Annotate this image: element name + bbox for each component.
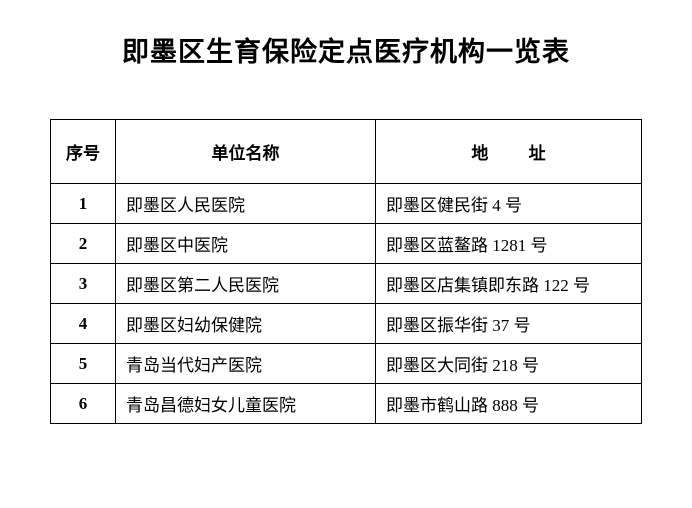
cell-name: 即墨区中医院 — [116, 224, 376, 264]
table-row: 4 即墨区妇幼保健院 即墨区振华街 37 号 — [51, 304, 642, 344]
col-header-addr: 地 址 — [376, 120, 642, 184]
table-row: 5 青岛当代妇产医院 即墨区大同街 218 号 — [51, 344, 642, 384]
cell-name: 即墨区人民医院 — [116, 184, 376, 224]
cell-addr: 即墨区大同街 218 号 — [376, 344, 642, 384]
table-header-row: 序号 单位名称 地 址 — [51, 120, 642, 184]
page-title: 即墨区生育保险定点医疗机构一览表 — [50, 30, 642, 69]
cell-seq: 4 — [51, 304, 116, 344]
cell-addr: 即墨区店集镇即东路 122 号 — [376, 264, 642, 304]
table-row: 2 即墨区中医院 即墨区蓝鳌路 1281 号 — [51, 224, 642, 264]
cell-addr: 即墨市鹤山路 888 号 — [376, 384, 642, 424]
col-header-name: 单位名称 — [116, 120, 376, 184]
table-row: 3 即墨区第二人民医院 即墨区店集镇即东路 122 号 — [51, 264, 642, 304]
table-row: 6 青岛昌德妇女儿童医院 即墨市鹤山路 888 号 — [51, 384, 642, 424]
cell-addr: 即墨区健民街 4 号 — [376, 184, 642, 224]
document-page: 即墨区生育保险定点医疗机构一览表 序号 单位名称 地 址 1 即墨区人民医院 即… — [0, 0, 692, 508]
cell-seq: 1 — [51, 184, 116, 224]
col-header-seq: 序号 — [51, 120, 116, 184]
institution-table: 序号 单位名称 地 址 1 即墨区人民医院 即墨区健民街 4 号 2 即墨区中医… — [50, 119, 642, 424]
cell-addr: 即墨区振华街 37 号 — [376, 304, 642, 344]
cell-name: 青岛当代妇产医院 — [116, 344, 376, 384]
cell-seq: 2 — [51, 224, 116, 264]
cell-name: 即墨区第二人民医院 — [116, 264, 376, 304]
cell-addr: 即墨区蓝鳌路 1281 号 — [376, 224, 642, 264]
cell-name: 即墨区妇幼保健院 — [116, 304, 376, 344]
cell-seq: 5 — [51, 344, 116, 384]
cell-name: 青岛昌德妇女儿童医院 — [116, 384, 376, 424]
table-row: 1 即墨区人民医院 即墨区健民街 4 号 — [51, 184, 642, 224]
cell-seq: 3 — [51, 264, 116, 304]
cell-seq: 6 — [51, 384, 116, 424]
